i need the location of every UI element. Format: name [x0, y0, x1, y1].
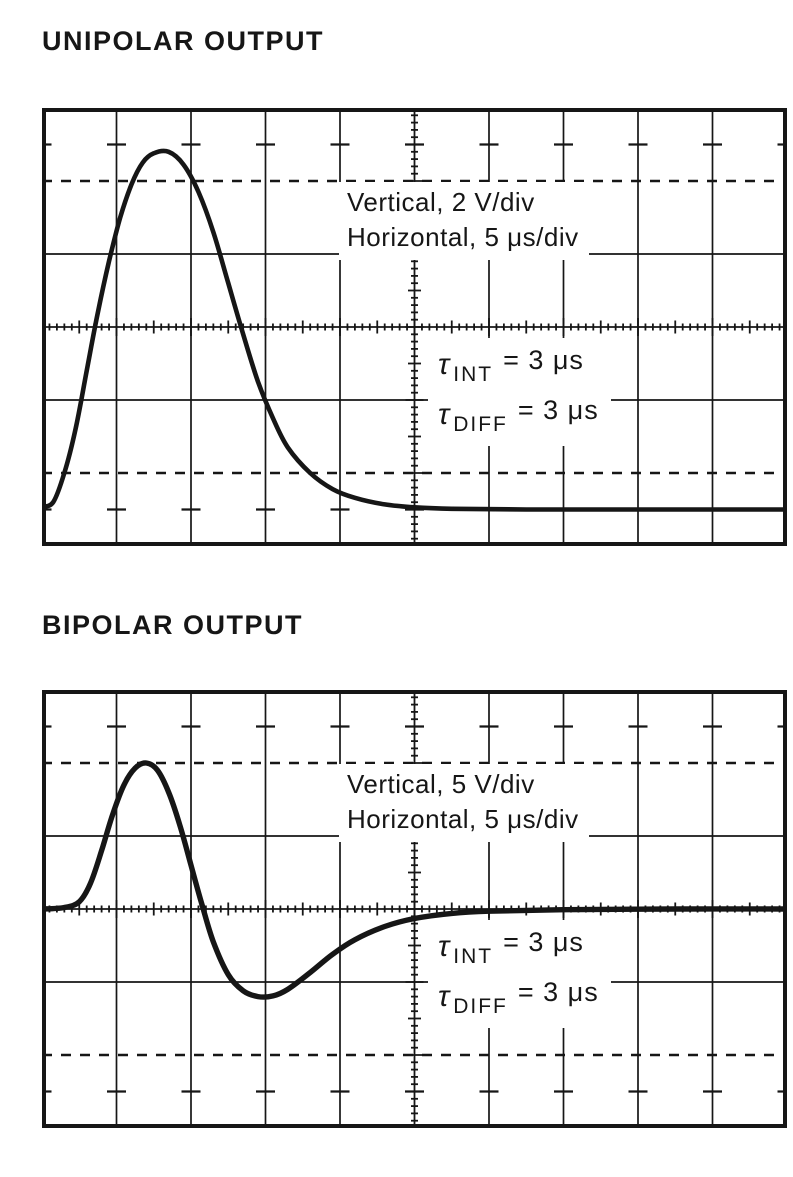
bipolar-oscillogram: Vertical, 5 V/div Horizontal, 5 μs/div τ… [42, 690, 787, 1128]
unipolar-section-title: UNIPOLAR OUTPUT [42, 26, 324, 56]
tau-int-value: = 3 μs [503, 345, 584, 375]
tau-symbol: τ [438, 930, 450, 963]
tau-int-subscript: INT [453, 945, 494, 968]
unipolar-time-constants-annotation: τ INT = 3 μs τ DIFF = 3 μs [428, 338, 611, 446]
tau-symbol: τ [438, 348, 450, 381]
bipolar-section-title: BIPOLAR OUTPUT [42, 610, 303, 640]
bipolar-time-constants-annotation: τ INT = 3 μs τ DIFF = 3 μs [428, 920, 611, 1028]
bipolar-scope-settings-annotation: Vertical, 5 V/div Horizontal, 5 μs/div [339, 764, 589, 842]
tau-diff-subscript: DIFF [453, 995, 508, 1018]
tau-int-line: τ INT = 3 μs [438, 922, 599, 972]
tau-diff-subscript: DIFF [453, 413, 508, 436]
vertical-scale-label: Vertical, 2 V/div [347, 187, 535, 217]
horizontal-scale-label: Horizontal, 5 μs/div [347, 222, 579, 252]
unipolar-scope-settings-annotation: Vertical, 2 V/div Horizontal, 5 μs/div [339, 182, 589, 260]
vertical-scale-label: Vertical, 5 V/div [347, 769, 535, 799]
tau-symbol: τ [438, 398, 450, 431]
horizontal-scale-label: Horizontal, 5 μs/div [347, 804, 579, 834]
tau-int-line: τ INT = 3 μs [438, 340, 599, 390]
tau-diff-value: = 3 μs [517, 395, 599, 425]
tau-symbol: τ [438, 980, 450, 1013]
tau-int-value: = 3 μs [503, 927, 584, 957]
tau-diff-line: τ DIFF = 3 μs [438, 972, 599, 1022]
tau-diff-line: τ DIFF = 3 μs [438, 390, 599, 440]
unipolar-graticule-svg [42, 108, 787, 546]
tau-diff-value: = 3 μs [517, 977, 599, 1007]
bipolar-graticule-svg [42, 690, 787, 1128]
tau-int-subscript: INT [453, 363, 494, 386]
unipolar-oscillogram: Vertical, 2 V/div Horizontal, 5 μs/div τ… [42, 108, 787, 546]
